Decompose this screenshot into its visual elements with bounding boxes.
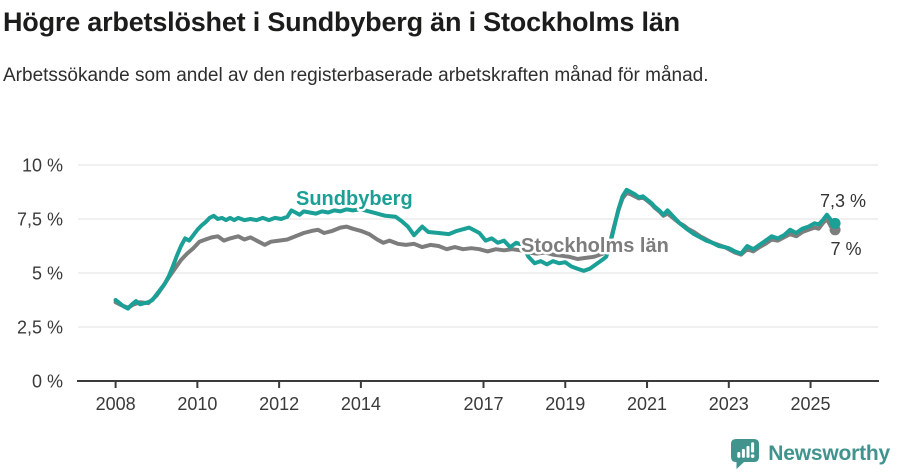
chart-title: Högre arbetslöshet i Sundbyberg än i Sto… <box>3 7 680 37</box>
series-line-sundbyberg <box>113 187 838 311</box>
y-axis-tick-label: 7,5 % <box>17 210 63 230</box>
chart-area: 0 % 2,5 % 5 % 7,5 % 10 % 2008 2010 2012 2014 2017… <box>0 148 900 424</box>
series-label: Stockholms län <box>521 235 669 257</box>
series-end-value-label: 7,3 % <box>820 191 866 211</box>
y-axis-tick-label: 0 % <box>32 372 63 392</box>
unemployment-line-chart: 0 % 2,5 % 5 % 7,5 % 10 % 2008 2010 2012 2014 2017… <box>17 156 879 414</box>
x-axis-tick-label: 2010 <box>177 394 217 414</box>
series-label: Sundbyberg <box>296 188 413 210</box>
x-axis-tick-label: 2012 <box>259 394 299 414</box>
x-axis-tick-label: 2023 <box>709 394 749 414</box>
series-line-stockholms-l-n <box>113 191 838 310</box>
bar-chart-speech-bubble-icon <box>731 439 760 469</box>
brand-text: Newsworthy <box>768 441 890 465</box>
x-axis-tick-label: 2025 <box>791 394 831 414</box>
x-axis-tick-label: 2014 <box>341 394 381 414</box>
y-axis-tick-label: 5 % <box>32 264 63 284</box>
y-axis-tick-label: 2,5 % <box>17 318 63 338</box>
chart-subtitle: Arbetssökande som andel av den registerb… <box>3 64 709 86</box>
newsworthy-branding: Newsworthy <box>729 437 890 470</box>
series-end-dot <box>829 217 841 229</box>
series-end-value-label: 7 % <box>830 239 861 259</box>
y-axis-tick-label: 10 % <box>22 156 63 176</box>
x-axis-tick-label: 2008 <box>96 394 136 414</box>
x-axis-tick-label: 2019 <box>545 394 585 414</box>
x-axis-tick-label: 2021 <box>627 394 667 414</box>
x-axis-tick-label: 2017 <box>463 394 503 414</box>
